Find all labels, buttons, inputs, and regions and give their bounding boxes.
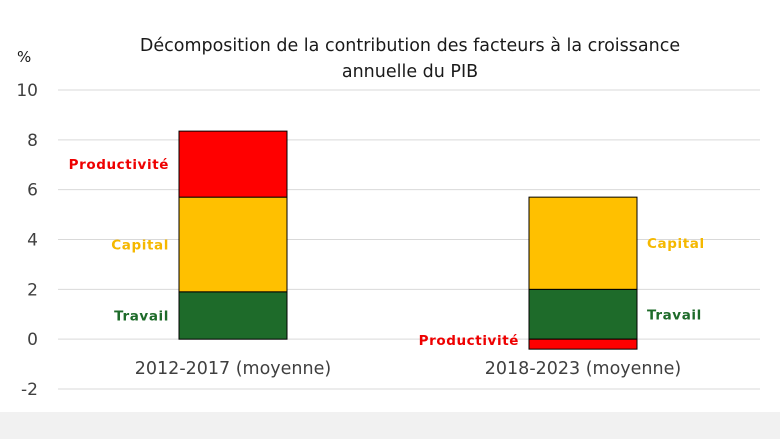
segment-label-productivit: Productivité (69, 157, 169, 173)
y-axis-unit-label: % (17, 48, 31, 66)
y-tick-label: 6 (27, 181, 38, 201)
y-tick-label: 4 (27, 231, 38, 251)
bar-segment-productivit (178, 130, 288, 198)
segment-label-capital: Capital (111, 237, 169, 253)
segment-labels: Travail Capital Productivité Travail Capital… (69, 157, 705, 349)
gridlines (58, 89, 760, 390)
bar-segment-capital (528, 196, 638, 290)
y-axis-tick-labels: 10 8 6 4 2 0 -2 (16, 81, 38, 400)
bar-segment-travail (178, 291, 288, 340)
chart-title-line-1: Décomposition de la contribution des fac… (140, 36, 680, 56)
y-tick-label: 8 (27, 131, 38, 151)
y-tick-label: -2 (21, 380, 38, 400)
segment-label-travail: Travail (114, 308, 169, 324)
y-tick-label: 0 (27, 330, 38, 350)
x-axis-category-labels: 2012-2017 (moyenne) 2018-2023 (moyenne) (135, 359, 681, 379)
segment-label-productivit: Productivité (419, 333, 519, 349)
stacked-bar-chart: Décomposition de la contribution des fac… (16, 36, 760, 400)
bars (178, 130, 638, 350)
chart-title-line-2: annuelle du PIB (342, 62, 478, 82)
y-tick-label: 2 (27, 280, 38, 300)
x-category-label: 2018-2023 (moyenne) (485, 359, 681, 379)
x-category-label: 2012-2017 (moyenne) (135, 359, 331, 379)
bar-segment-travail (528, 288, 638, 340)
chart-area: Décomposition de la contribution des fac… (0, 0, 780, 412)
segment-label-travail: Travail (647, 307, 702, 323)
bar-segment-productivit (528, 338, 638, 350)
bar-segment-capital (178, 196, 288, 293)
segment-label-capital: Capital (647, 236, 705, 252)
y-tick-label: 10 (16, 81, 38, 101)
